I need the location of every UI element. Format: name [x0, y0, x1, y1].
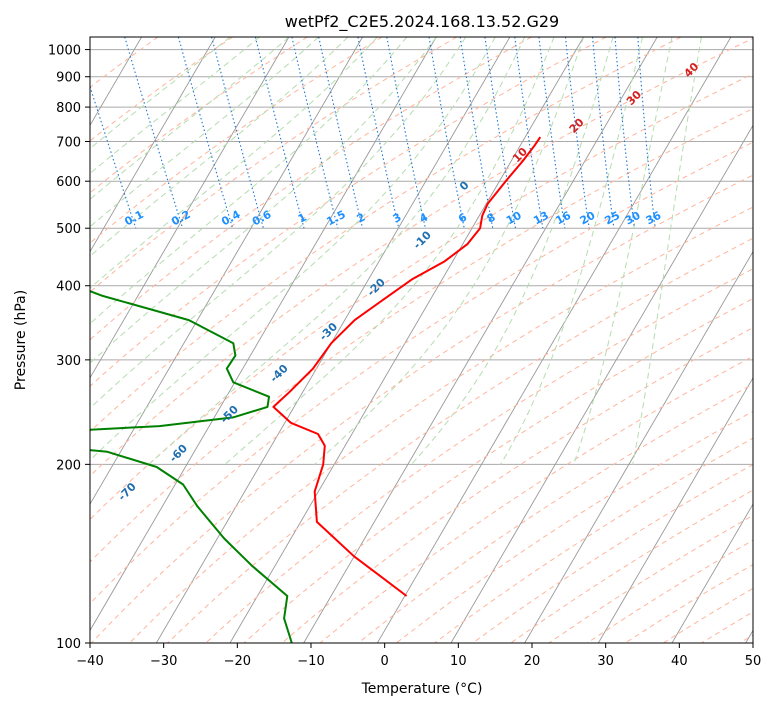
- y-tick-label: 800: [56, 101, 81, 116]
- x-tick-label: 10: [450, 654, 467, 669]
- mixing-ratio-line: [124, 37, 184, 229]
- y-tick-label: 200: [56, 458, 81, 473]
- mixing-ratio-line: [211, 37, 264, 229]
- isotherm-line: [229, 37, 584, 643]
- isotherm-line: [524, 250, 753, 643]
- isotherm-line: [90, 37, 216, 253]
- isotherm-line: [376, 37, 732, 643]
- mixing-ratio-lines: [90, 37, 656, 229]
- mixing-ratio-line: [357, 37, 400, 229]
- mixing-ratio-line: [291, 37, 339, 229]
- mixing-ratio-label: 36: [644, 209, 664, 228]
- dry-adiabat-line: [90, 37, 532, 341]
- sounding-profiles: [90, 136, 542, 643]
- isobar-lines: [90, 49, 753, 643]
- moist-adiabat-line: [90, 37, 467, 409]
- mixing-ratio-line: [591, 37, 615, 229]
- isotherm-line: [90, 37, 290, 379]
- moist-adiabat-line: [90, 37, 290, 200]
- isotherm-line: [450, 124, 753, 643]
- moist-adiabat-line: [573, 37, 673, 465]
- mixing-ratio-label: 16: [553, 209, 573, 228]
- isotherm-line: [155, 37, 511, 643]
- mixing-ratio-line: [514, 37, 544, 229]
- y-tick-label: 400: [56, 280, 81, 295]
- isotherm-line: [671, 503, 753, 643]
- isotherm-line: [597, 377, 753, 643]
- y-tick-label: 1000: [48, 44, 81, 59]
- dry-adiabat-line: [167, 237, 753, 643]
- x-tick-label: −20: [224, 654, 251, 669]
- y-axis-label: Pressure (hPa): [13, 290, 29, 390]
- moist-adiabat-line: [90, 37, 260, 175]
- moist-adiabat-line: [90, 37, 349, 257]
- x-tick-label: 20: [524, 654, 541, 669]
- dry-adiabat-line: [90, 37, 308, 194]
- moist-adiabat-line: [90, 37, 231, 150]
- mixing-ratio-label: 20: [578, 209, 598, 228]
- y-axis-ticks: 100 200 300 400 500 600 700 800 900 1000: [48, 44, 90, 652]
- mixing-ratio-label: 30: [623, 209, 643, 228]
- plot-area: 0.10.20.40.611.52346810131620253036-100-…: [90, 37, 753, 643]
- isotherm-line: [90, 37, 437, 632]
- dry-adiabat-line: [90, 37, 682, 433]
- mixing-ratio-line: [177, 37, 234, 229]
- dry-adiabat-line: [91, 174, 753, 643]
- y-tick-label: 300: [56, 354, 81, 369]
- isotherm-lines: [90, 37, 753, 643]
- y-tick-label: 100: [56, 637, 81, 652]
- mixing-ratio-line: [254, 37, 305, 229]
- mixing-ratio-line: [637, 37, 656, 229]
- mixing-ratio-line: [564, 37, 590, 229]
- moist-adiabat-line: [90, 37, 496, 461]
- moist-adiabat-line: [90, 37, 437, 364]
- isotherm-line: [90, 37, 363, 506]
- dry-adiabat-line: [90, 37, 753, 477]
- dry-adiabat-line: [243, 297, 753, 643]
- x-tick-label: −10: [297, 654, 324, 669]
- dry-adiabat-line: [90, 141, 753, 605]
- y-tick-label: 600: [56, 175, 81, 190]
- y-tick-label: 500: [56, 222, 81, 237]
- moist-adiabat-line: [90, 37, 408, 325]
- x-axis-label: Temperature (°C): [361, 681, 483, 697]
- moist-adiabat-line: [314, 37, 585, 465]
- x-tick-label: 50: [745, 654, 762, 669]
- dry-adiabat-line: [90, 37, 458, 293]
- y-tick-label: 900: [56, 71, 81, 86]
- moist-adiabat-lines: [90, 37, 702, 465]
- isotherm-line: [303, 37, 658, 643]
- x-tick-label: 30: [597, 654, 614, 669]
- moist-adiabat-line: [90, 37, 378, 289]
- mixing-ratio-label: 13: [531, 209, 551, 228]
- dry-adiabat-line: [319, 355, 753, 643]
- dry-adiabat-line: [90, 73, 753, 521]
- mixing-ratio-line: [538, 37, 566, 229]
- x-tick-label: −30: [150, 654, 177, 669]
- dry-adiabat-lines: [90, 37, 753, 643]
- chart-title: wetPf2_C2E5.2024.168.13.52.G29: [285, 12, 559, 32]
- dry-adiabat-line: [90, 37, 607, 387]
- moist-adiabat-line: [148, 37, 526, 465]
- temperature-profile-line: [272, 136, 542, 597]
- mixing-ratio-line: [614, 37, 635, 229]
- x-axis-ticks: −40 −30 −20 −10 0 10 20 30 40 50: [76, 643, 761, 669]
- mixing-ratio-label: 25: [602, 209, 622, 228]
- x-tick-label: 0: [381, 654, 389, 669]
- mixing-ratio-label: 10: [504, 209, 524, 228]
- x-tick-label: −40: [76, 654, 103, 669]
- dewpoint-profile-line: [90, 290, 293, 643]
- plot-frame: [89, 36, 754, 644]
- mixing-ratio-line: [318, 37, 364, 229]
- moist-adiabat-line: [500, 37, 643, 465]
- x-tick-label: 40: [671, 654, 688, 669]
- y-tick-label: 700: [56, 135, 81, 150]
- moist-adiabat-line: [632, 37, 702, 465]
- dry-adiabat-line: [90, 37, 233, 142]
- moist-adiabat-line: [224, 37, 555, 465]
